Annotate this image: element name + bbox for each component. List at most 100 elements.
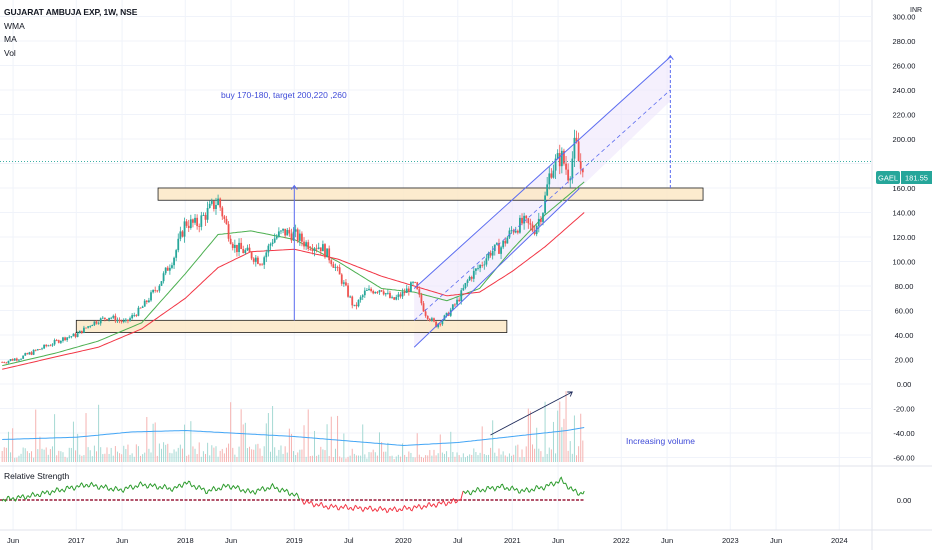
volume-bar: [116, 451, 118, 462]
volume-bar: [297, 452, 299, 462]
volume-bar: [389, 456, 391, 462]
volume-bar: [286, 452, 288, 462]
candle-body: [59, 340, 62, 343]
candle-body: [171, 265, 173, 268]
time-axis[interactable]: Jun 2017 Jun 2018 Jun 2019 Jul 2020 Jul 2021 Jun 20…: [7, 536, 848, 545]
candle-body: [445, 312, 448, 316]
candle-body: [575, 137, 578, 142]
candle-body: [99, 318, 102, 324]
volume-bar: [435, 455, 437, 462]
candle-body: [433, 318, 435, 322]
volume-bar: [228, 443, 230, 462]
volume-bar: [18, 455, 20, 462]
x-tick-label: 2021: [504, 536, 521, 545]
volume-bar: [179, 444, 181, 462]
volume-bar: [399, 456, 401, 462]
candle-body: [466, 280, 469, 284]
candle-body: [183, 221, 186, 237]
volume-bar: [433, 449, 435, 462]
candle-body: [508, 230, 511, 238]
volume-bar: [487, 454, 489, 462]
candle-body: [110, 317, 113, 319]
volume-bar: [358, 455, 360, 462]
y-tick-label: -60.00: [893, 454, 914, 463]
plan-annotation[interactable]: buy 170-180, target 200,220 ,260: [221, 90, 347, 100]
candle-body: [451, 304, 454, 310]
candle-body: [537, 218, 540, 226]
candle-body: [462, 288, 465, 291]
chart-legend[interactable]: GUJARAT AMBUJA EXP, 1W, NSE WMA MA Vol: [4, 6, 137, 60]
volume-bar: [253, 449, 255, 462]
y-tick-label: 100.00: [893, 258, 916, 267]
volume-bar: [303, 425, 305, 462]
volume-bar: [469, 454, 471, 462]
candle-body: [395, 297, 398, 300]
channel-fill: [414, 56, 671, 348]
candle-body: [175, 250, 178, 258]
candle-body: [502, 240, 505, 248]
volume-bar: [31, 451, 33, 462]
volume-bar: [441, 452, 443, 462]
candle-body: [225, 218, 228, 225]
volume-bar: [341, 457, 343, 462]
volume-bar: [381, 442, 383, 462]
x-tick-label: 2017: [68, 536, 85, 545]
candle-body: [475, 268, 477, 271]
volume-bar: [181, 448, 183, 462]
volume-bar: [318, 454, 320, 462]
x-tick-label: 2020: [395, 536, 412, 545]
volume-bar: [93, 445, 95, 462]
candle-body: [368, 288, 370, 291]
volume-trend-head: [567, 391, 573, 397]
volume-annotation[interactable]: Increasing volume: [626, 436, 695, 446]
legend-ma[interactable]: MA: [4, 34, 17, 44]
volume-bar: [51, 446, 53, 462]
candle-body: [506, 237, 509, 244]
candle-body: [550, 173, 553, 178]
candle-body: [229, 238, 232, 244]
volume-bar: [60, 451, 62, 462]
y-tick-label: 280.00: [893, 37, 916, 46]
volume-bar: [192, 446, 194, 462]
volume-bar: [83, 455, 85, 462]
volume-bar: [337, 415, 339, 462]
volume-bar: [152, 423, 154, 462]
candle-body: [477, 268, 479, 269]
x-tick-label: Jun: [661, 536, 673, 545]
volume-bar: [284, 446, 286, 462]
volume-bar: [573, 415, 575, 462]
volume-bar: [328, 455, 330, 462]
candle-body: [422, 303, 425, 312]
drawing-overlay[interactable]: [0, 54, 872, 436]
candle-body: [386, 292, 389, 294]
volume-bar: [372, 449, 374, 462]
volume-bar: [137, 446, 139, 462]
volume-bar: [79, 454, 81, 462]
volume-bar: [471, 454, 473, 462]
relative-strength-label[interactable]: Relative Strength: [4, 471, 70, 481]
candle-body: [43, 344, 46, 349]
volume-bar: [343, 433, 345, 462]
x-tick-label: 2022: [613, 536, 630, 545]
volume-bar: [416, 433, 418, 462]
legend-wma[interactable]: WMA: [4, 20, 25, 31]
candle-body: [66, 337, 69, 341]
candle-body: [271, 242, 274, 244]
candle-body: [89, 326, 92, 327]
candle-body: [173, 257, 175, 266]
candle-body: [556, 153, 559, 159]
volume-bar: [550, 449, 552, 462]
volume-bar: [186, 455, 188, 462]
candle-body: [435, 321, 437, 328]
candle-body: [437, 323, 440, 328]
volume-bar: [72, 421, 74, 462]
candle-body: [227, 224, 230, 239]
price-axis[interactable]: 300.00 280.00 260.00 240.00 220.00 200.00 160.…: [893, 12, 916, 505]
y-tick-label: 80.00: [895, 282, 914, 291]
candle-body: [456, 299, 458, 305]
candle-body: [332, 264, 335, 268]
volume-bar: [211, 445, 213, 462]
legend-vol[interactable]: Vol: [4, 47, 16, 58]
symbol-title[interactable]: GUJARAT AMBUJA EXP, 1W, NSE: [4, 7, 138, 17]
